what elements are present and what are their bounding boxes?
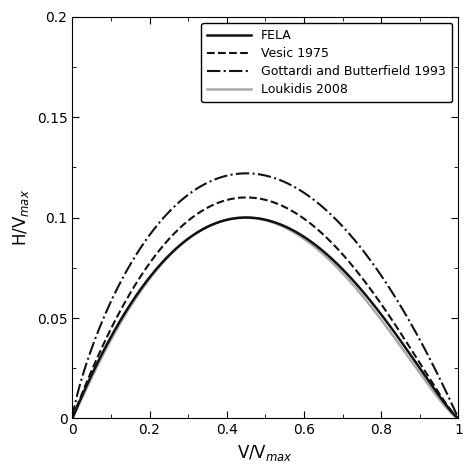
- Gottardi and Butterfield 1993: [239, 171, 245, 176]
- Vesic 1975: [69, 416, 75, 421]
- Loukidis 2008: [239, 215, 245, 220]
- Loukidis 2008: [109, 336, 115, 341]
- Gottardi and Butterfield 1993: [226, 173, 231, 178]
- Legend: FELA, Vesic 1975, Gottardi and Butterfield 1993, Loukidis 2008: FELA, Vesic 1975, Gottardi and Butterfie…: [201, 23, 452, 102]
- Gottardi and Butterfield 1993: [456, 416, 461, 421]
- Loukidis 2008: [378, 316, 383, 322]
- Vesic 1975: [371, 291, 377, 296]
- FELA: [456, 416, 461, 421]
- Vesic 1975: [243, 195, 249, 201]
- FELA: [69, 416, 75, 421]
- Gottardi and Butterfield 1993: [371, 262, 377, 268]
- FELA: [335, 262, 341, 267]
- X-axis label: V/V$_{max}$: V/V$_{max}$: [237, 443, 293, 463]
- Vesic 1975: [239, 195, 245, 201]
- Line: Loukidis 2008: Loukidis 2008: [72, 218, 458, 419]
- Loukidis 2008: [226, 217, 231, 222]
- Loukidis 2008: [69, 416, 75, 421]
- Y-axis label: H/V$_{max}$: H/V$_{max}$: [11, 189, 31, 246]
- Line: Gottardi and Butterfield 1993: Gottardi and Butterfield 1993: [72, 173, 458, 419]
- FELA: [378, 311, 383, 317]
- Gottardi and Butterfield 1993: [378, 272, 383, 278]
- Loukidis 2008: [242, 215, 247, 220]
- Vesic 1975: [378, 301, 383, 306]
- FELA: [226, 217, 231, 222]
- Vesic 1975: [335, 246, 341, 252]
- Loukidis 2008: [371, 307, 377, 313]
- Loukidis 2008: [335, 265, 341, 271]
- FELA: [239, 215, 245, 220]
- Vesic 1975: [456, 416, 461, 421]
- Line: FELA: FELA: [72, 218, 458, 419]
- Loukidis 2008: [456, 416, 461, 421]
- FELA: [371, 302, 377, 308]
- Gottardi and Butterfield 1993: [335, 219, 341, 224]
- Gottardi and Butterfield 1993: [69, 416, 75, 421]
- Vesic 1975: [226, 197, 231, 202]
- Vesic 1975: [109, 324, 115, 330]
- Line: Vesic 1975: Vesic 1975: [72, 198, 458, 419]
- FELA: [243, 215, 249, 220]
- Gottardi and Butterfield 1993: [109, 297, 115, 303]
- Gottardi and Butterfield 1993: [243, 171, 249, 176]
- FELA: [109, 333, 115, 338]
